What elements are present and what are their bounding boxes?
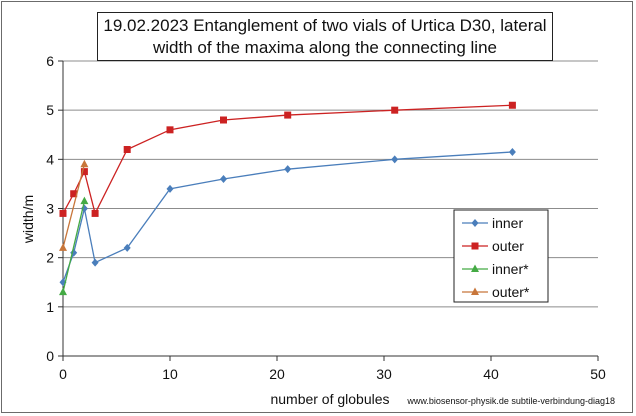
legend-label-outer-star: outer* bbox=[492, 284, 530, 300]
legend-label-outer: outer bbox=[492, 238, 524, 254]
series-line-inner-star bbox=[62, 200, 86, 293]
source-credit: www.biosensor-physik.de subtile-verbindu… bbox=[406, 396, 615, 406]
data-point-outer-7 bbox=[284, 111, 292, 119]
series-inner-star bbox=[59, 196, 89, 296]
series-group bbox=[59, 101, 516, 296]
gridlines bbox=[63, 60, 598, 308]
chart-title: 19.02.2023 Entanglement of two vials of … bbox=[97, 12, 553, 61]
data-point-outer-8 bbox=[391, 106, 399, 114]
y-axis-title: width/m bbox=[20, 195, 36, 244]
data-point-inner-5 bbox=[166, 184, 174, 193]
data-point-outer-4 bbox=[123, 146, 131, 153]
data-point-outer-star-1 bbox=[80, 159, 89, 168]
x-tick-label-30: 30 bbox=[376, 366, 392, 382]
legend: inner outer inner* outer* bbox=[453, 209, 549, 303]
data-point-outer-1 bbox=[70, 190, 78, 198]
x-tick-labels: 0 10 20 30 40 50 bbox=[59, 366, 606, 382]
y-tick-label-1: 1 bbox=[46, 299, 54, 315]
x-tick-label-10: 10 bbox=[162, 366, 178, 382]
data-point-inner-6 bbox=[220, 175, 227, 183]
series-line-inner bbox=[62, 151, 513, 283]
data-point-outer-6 bbox=[220, 116, 227, 124]
data-point-inner-7 bbox=[284, 165, 292, 174]
x-tick-label-20: 20 bbox=[269, 366, 285, 382]
data-point-inner-9 bbox=[508, 147, 516, 156]
legend-marker-inner-star bbox=[471, 264, 479, 272]
legend-label-inner: inner bbox=[492, 215, 523, 231]
data-point-inner-8 bbox=[391, 155, 399, 164]
data-point-outer-9 bbox=[508, 101, 516, 109]
y-tick-label-0: 0 bbox=[46, 348, 54, 364]
legend-label-inner-star: inner* bbox=[492, 261, 529, 277]
data-point-outer-star-0 bbox=[59, 243, 67, 251]
y-tick-labels: 0 1 2 3 4 5 6 bbox=[46, 53, 54, 364]
data-point-inner-4 bbox=[123, 243, 131, 252]
data-point-inner-3 bbox=[91, 258, 99, 267]
y-tick-label-3: 3 bbox=[46, 201, 54, 217]
x-axis-title: number of globules bbox=[270, 391, 389, 407]
x-tick-label-0: 0 bbox=[59, 366, 67, 382]
data-point-outer-3 bbox=[91, 209, 99, 217]
y-tick-label-2: 2 bbox=[46, 250, 54, 266]
series-line-outer-star bbox=[62, 164, 86, 248]
legend-marker-outer bbox=[471, 242, 479, 250]
series-inner bbox=[59, 147, 516, 287]
chart-title-line-1: 19.02.2023 Entanglement of two vials of … bbox=[103, 16, 547, 35]
y-tick-label-6: 6 bbox=[46, 53, 54, 69]
series-outer-star bbox=[59, 159, 89, 251]
data-point-outer-2 bbox=[80, 168, 88, 176]
axes bbox=[58, 60, 599, 361]
data-point-outer-0 bbox=[59, 209, 67, 217]
chart-title-line-2: width of the maxima along the connecting… bbox=[153, 38, 497, 57]
legend-marker-outer-star bbox=[471, 287, 479, 295]
data-point-outer-5 bbox=[166, 126, 174, 134]
x-tick-label-50: 50 bbox=[590, 366, 606, 382]
y-tick-label-5: 5 bbox=[46, 102, 54, 118]
data-point-inner-star-1 bbox=[80, 196, 89, 205]
legend-box bbox=[453, 209, 549, 303]
y-tick-label-4: 4 bbox=[46, 151, 54, 167]
x-tick-label-40: 40 bbox=[483, 366, 499, 382]
legend-marker-inner bbox=[471, 219, 479, 227]
data-point-inner-star-0 bbox=[59, 287, 67, 296]
